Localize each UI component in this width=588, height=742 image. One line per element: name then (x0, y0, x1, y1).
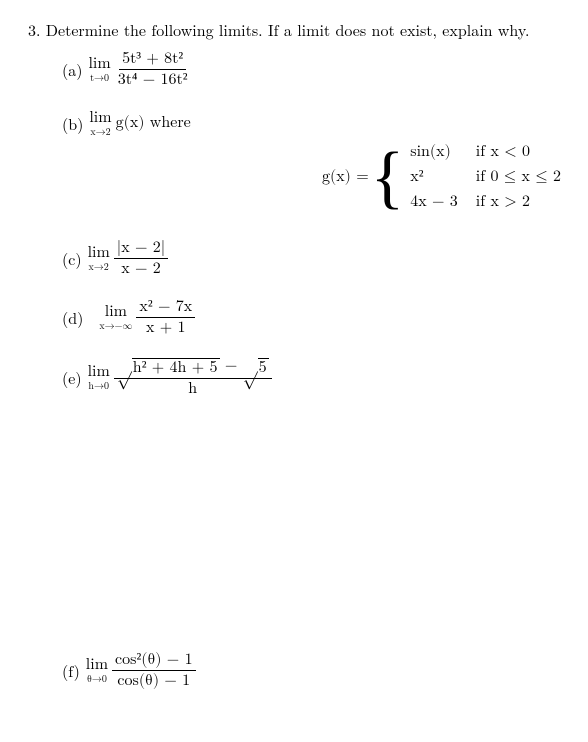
fraction: cos²(θ) − 1 cos(θ) − 1 (112, 652, 196, 689)
part-a-expr: lim t→0 5t³ + 8t² 3t⁴ − 16t² (88, 51, 190, 88)
radical-icon: √ (117, 360, 132, 374)
part-b-expr: lim x→2 g(x) where (89, 110, 190, 137)
limit-operator: lim θ→0 (86, 657, 108, 684)
part-d-expr: lim x→−∞ x² − 7x x + 1 (89, 299, 195, 336)
part-d-label: (d) (62, 306, 83, 329)
radical-icon: √ (243, 360, 258, 374)
part-e-expr: lim h→0 √ h² + 4h + 5 − √ 5 h (88, 358, 272, 397)
gx-equals: g(x) = (322, 168, 369, 187)
part-f: (f) lim θ→0 cos²(θ) − 1 cos(θ) − 1 (62, 652, 560, 689)
part-a: (a) lim t→0 5t³ + 8t² 3t⁴ − 16t² (62, 51, 560, 88)
limit-operator: lim t→0 (88, 56, 110, 83)
piecewise-definition: g(x) = { sin(x) if x < 0 x² if 0 ≤ x ≤ 2… (322, 143, 560, 212)
minus: − (225, 358, 243, 374)
part-c: (c) lim x→2 |x − 2| x − 2 (62, 240, 560, 277)
limit-operator: lim x→2 (88, 245, 110, 272)
part-c-expr: lim x→2 |x − 2| x − 2 (88, 240, 169, 277)
case1-cond: if x < 0 (476, 143, 561, 162)
limit-operator: lim x→2 (89, 110, 111, 137)
part-f-label: (f) (62, 659, 80, 682)
case1-expr: sin(x) (410, 143, 458, 162)
part-e: (e) lim h→0 √ h² + 4h + 5 − √ 5 (62, 358, 560, 397)
limit-operator: lim x→−∞ (99, 304, 132, 331)
case3-cond: if x > 2 (476, 193, 561, 212)
problem-number: 3. (28, 18, 40, 41)
case2-cond: if 0 ≤ x ≤ 2 (476, 168, 561, 187)
sqrt1: √ h² + 4h + 5 (117, 358, 220, 376)
fraction: |x − 2| x − 2 (114, 240, 168, 277)
part-b-label: (b) (62, 112, 83, 135)
subparts-container: (a) lim t→0 5t³ + 8t² 3t⁴ − 16t² (b) lim… (62, 51, 560, 689)
case3-expr: 4x − 3 (410, 193, 458, 212)
case2-expr: x² (410, 168, 458, 187)
left-brace-icon: { (371, 148, 405, 208)
limit-arg: g(x) where (116, 114, 191, 133)
numerator: √ h² + 4h + 5 − √ 5 (114, 358, 272, 379)
vertical-spacer (62, 419, 560, 652)
fraction: x² − 7x x + 1 (136, 299, 195, 336)
part-f-expr: lim θ→0 cos²(θ) − 1 cos(θ) − 1 (86, 652, 196, 689)
limit-operator: lim h→0 (88, 364, 110, 391)
part-d: (d) lim x→−∞ x² − 7x x + 1 (62, 299, 560, 336)
cases-grid: sin(x) if x < 0 x² if 0 ≤ x ≤ 2 4x − 3 i… (410, 143, 561, 212)
sqrt2: √ 5 (243, 358, 269, 376)
problem-statement: 3. Determine the following limits. If a … (28, 18, 560, 41)
problem-text: Determine the following limits. If a lim… (46, 18, 530, 41)
part-c-label: (c) (62, 247, 82, 270)
fraction: 5t³ + 8t² 3t⁴ − 16t² (115, 51, 191, 88)
part-b: (b) lim x→2 g(x) where (62, 110, 560, 137)
part-a-label: (a) (62, 58, 82, 81)
part-e-label: (e) (62, 366, 82, 389)
fraction: √ h² + 4h + 5 − √ 5 h (114, 358, 272, 397)
